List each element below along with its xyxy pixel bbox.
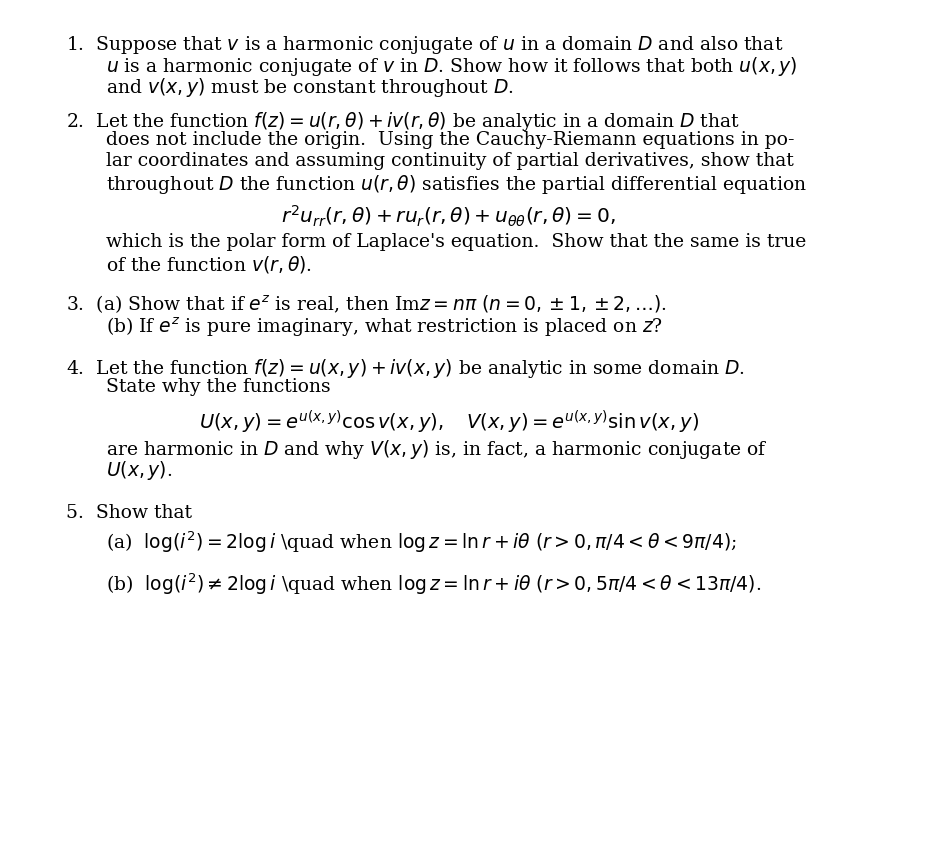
Text: State why the functions: State why the functions [106,379,331,396]
Text: 5.  Show that: 5. Show that [66,504,192,522]
Text: 1.  Suppose that $v$ is a harmonic conjugate of $u$ in a domain $D$ and also tha: 1. Suppose that $v$ is a harmonic conjug… [66,34,784,55]
Text: (b) If $e^z$ is pure imaginary, what restriction is placed on $z$?: (b) If $e^z$ is pure imaginary, what res… [106,315,664,339]
Text: $u$ is a harmonic conjugate of $v$ in $D$. Show how it follows that both $u(x,y): $u$ is a harmonic conjugate of $v$ in $D… [106,54,798,77]
Text: are harmonic in $D$ and why $V(x,y)$ is, in fact, a harmonic conjugate of: are harmonic in $D$ and why $V(x,y)$ is,… [106,438,768,461]
Text: $U(x,y)$.: $U(x,y)$. [106,459,173,482]
Text: does not include the origin.  Using the Cauchy-Riemann equations in po-: does not include the origin. Using the C… [106,131,794,149]
Text: 4.  Let the function $f(z) = u(x,y) + iv(x,y)$ be analytic in some domain $D$.: 4. Let the function $f(z) = u(x,y) + iv(… [66,357,745,380]
Text: $r^2 u_{rr}(r,\theta) + r u_r(r,\theta) + u_{\theta\theta}(r,\theta) = 0,$: $r^2 u_{rr}(r,\theta) + r u_r(r,\theta) … [282,204,616,228]
Text: (a)  $\log(i^2) = 2\log i$ \quad when $\log z = \ln r + i\theta$ $(r > 0, \pi/4 : (a) $\log(i^2) = 2\log i$ \quad when $\l… [106,530,738,555]
Text: 3.  (a) Show that if $e^z$ is real, then Im$z = n\pi$ $(n = 0, \pm 1, \pm 2, \ld: 3. (a) Show that if $e^z$ is real, then … [66,295,666,317]
Text: (b)  $\log(i^2) \neq 2\log i$ \quad when $\log z = \ln r + i\theta$ $(r > 0, 5\p: (b) $\log(i^2) \neq 2\log i$ \quad when … [106,571,761,597]
Text: which is the polar form of Laplace's equation.  Show that the same is true: which is the polar form of Laplace's equ… [106,233,807,250]
Text: lar coordinates and assuming continuity of partial derivatives, show that: lar coordinates and assuming continuity … [106,152,794,170]
Text: and $v(x,y)$ must be constant throughout $D$.: and $v(x,y)$ must be constant throughout… [106,76,515,98]
Text: of the function $v(r,\theta)$.: of the function $v(r,\theta)$. [106,254,312,275]
Text: 2.  Let the function $f(z) = u(r,\theta) + iv(r,\theta)$ be analytic in a domain: 2. Let the function $f(z) = u(r,\theta) … [66,110,740,133]
Text: $U(x,y) = e^{u(x,y)} \cos v(x,y), \quad V(x,y) = e^{u(x,y)} \sin v(x,y)$: $U(x,y) = e^{u(x,y)} \cos v(x,y), \quad … [198,408,699,436]
Text: throughout $D$ the function $u(r,\theta)$ satisfies the partial differential equ: throughout $D$ the function $u(r,\theta)… [106,173,808,196]
